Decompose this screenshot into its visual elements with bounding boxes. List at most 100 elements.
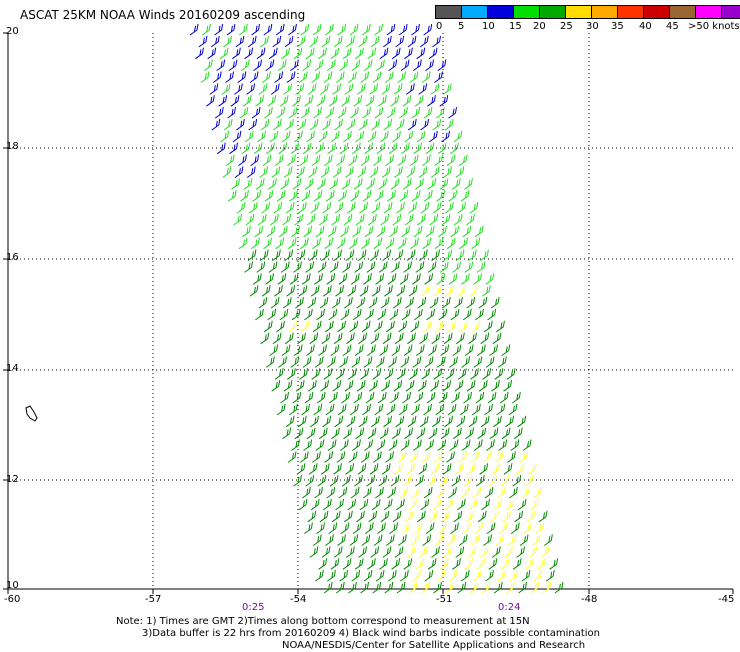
wind-barb — [477, 510, 487, 523]
wind-barb — [517, 415, 527, 428]
wind-barb — [323, 285, 332, 297]
wind-barb — [284, 249, 294, 262]
wind-barb — [238, 237, 248, 250]
wind-barb — [312, 534, 322, 546]
wind-barb — [282, 427, 292, 440]
wind-barb — [350, 486, 360, 499]
wind-barb — [374, 190, 384, 202]
wind-barb — [253, 142, 263, 155]
wind-barb — [460, 486, 470, 499]
wind-barb — [226, 23, 236, 36]
wind-barb — [430, 463, 440, 475]
wind-barb — [281, 130, 291, 143]
wind-barb — [238, 23, 248, 36]
wind-barb — [421, 451, 431, 463]
wind-barb — [401, 225, 411, 238]
legend-label-10: >50 knots — [688, 21, 740, 32]
wind-barb — [311, 368, 321, 380]
wind-barb — [391, 558, 401, 570]
legend-label-9: 45 — [666, 21, 679, 32]
wind-barb — [413, 225, 423, 238]
wind-barb — [373, 451, 382, 463]
wind-barb — [518, 581, 527, 594]
wind-barb — [509, 486, 518, 499]
wind-barb — [333, 35, 343, 48]
wind-barb — [436, 190, 445, 202]
wind-barb — [383, 35, 392, 48]
wind-barb — [314, 356, 324, 368]
wind-barb — [436, 570, 446, 582]
wind-barb — [244, 130, 254, 143]
wind-barb — [373, 237, 383, 250]
wind-barb — [523, 522, 532, 535]
wind-barb — [452, 261, 461, 273]
wind-barb — [377, 391, 387, 404]
wind-barb — [396, 581, 406, 594]
wind-barb — [355, 47, 364, 60]
wind-barb — [319, 213, 328, 226]
wind-barb — [506, 581, 515, 594]
wind-barb — [522, 439, 532, 451]
wind-barb — [438, 308, 448, 321]
wind-barb — [451, 178, 461, 190]
wind-barb — [360, 451, 370, 463]
wind-barb — [482, 285, 491, 297]
wind-barb — [363, 356, 373, 368]
wind-barb — [298, 498, 308, 511]
wind-barb — [419, 546, 428, 558]
wind-barb — [305, 261, 315, 273]
wind-barb — [276, 190, 286, 202]
wind-barb — [346, 202, 356, 214]
wind-barb — [450, 225, 460, 238]
wind-barb — [337, 320, 346, 333]
wind-barb — [324, 237, 334, 250]
lat-label-16: 16 — [6, 252, 19, 263]
wind-barb — [466, 213, 475, 226]
wind-barb — [416, 130, 426, 143]
wind-barb — [363, 59, 373, 72]
wind-barb — [453, 213, 463, 226]
wind-barb — [349, 534, 359, 546]
wind-barb — [302, 142, 312, 155]
wind-barb — [467, 546, 477, 558]
wind-barb — [348, 71, 357, 83]
wind-barb — [393, 83, 403, 95]
wind-barb — [289, 273, 299, 285]
wind-barb — [368, 510, 378, 523]
wind-barb — [210, 35, 220, 48]
wind-barb — [364, 439, 373, 451]
wind-barb — [447, 320, 456, 333]
wind-barb — [417, 297, 427, 309]
wind-barb — [246, 166, 256, 178]
wind-barb — [355, 213, 365, 226]
wind-barb — [468, 415, 478, 428]
wind-barb — [302, 486, 311, 499]
wind-barb — [398, 534, 407, 546]
wind-barb — [350, 190, 360, 202]
wind-barb — [221, 83, 231, 95]
wind-barb — [352, 225, 362, 238]
wind-barb — [496, 320, 505, 333]
wind-barb — [400, 59, 410, 72]
wind-barb — [292, 178, 302, 190]
wind-barb — [378, 475, 388, 487]
wind-barb — [505, 498, 515, 511]
wind-barb — [362, 403, 371, 416]
wind-barb — [544, 534, 553, 546]
wind-barb — [353, 391, 363, 404]
wind-barb — [356, 297, 366, 309]
wind-barb — [335, 71, 345, 83]
wind-barb — [265, 273, 274, 285]
wind-barb — [415, 475, 424, 487]
wind-barb — [321, 35, 331, 48]
wind-barb — [275, 23, 285, 36]
wind-barb — [330, 130, 340, 143]
wind-barb — [283, 83, 292, 95]
wind-barb — [389, 225, 398, 238]
wind-barb — [494, 451, 504, 463]
wind-barb — [286, 71, 296, 83]
wind-barb — [478, 380, 488, 392]
wind-barb — [362, 486, 372, 499]
wind-barb — [528, 463, 537, 475]
